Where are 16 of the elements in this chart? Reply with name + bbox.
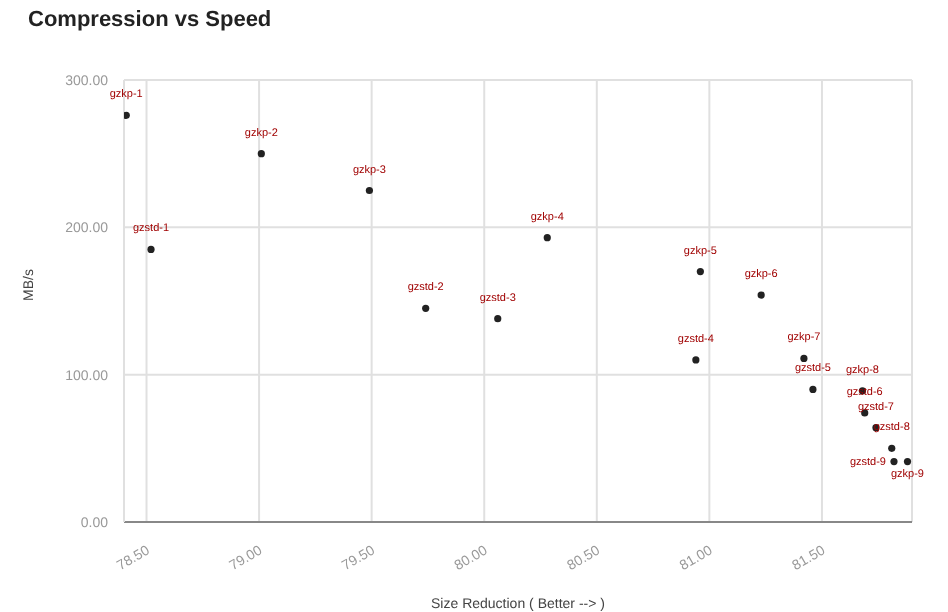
point [890, 457, 898, 466]
point [494, 315, 502, 323]
point [757, 291, 765, 299]
point [692, 356, 700, 364]
point [800, 354, 808, 363]
point [147, 245, 155, 254]
point [422, 304, 430, 312]
point [809, 385, 817, 393]
point [888, 444, 896, 452]
point [543, 234, 551, 242]
chart-title: Compression vs Speed [28, 8, 272, 32]
point [903, 457, 912, 466]
point [124, 111, 130, 119]
point [696, 267, 704, 276]
point [257, 150, 265, 158]
point [365, 186, 374, 195]
